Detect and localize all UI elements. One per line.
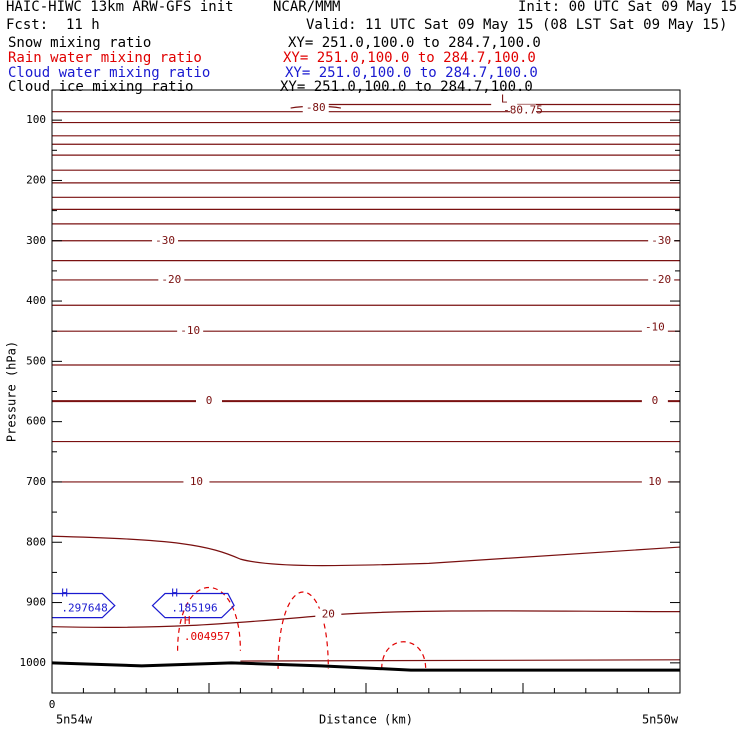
y-tick-label: 300 [26, 234, 46, 247]
cloud-max-label: H [171, 587, 178, 600]
isotherm-label-bg [183, 475, 210, 488]
field-name-rain: Rain water mixing ratio [8, 50, 202, 66]
isotherm-label: 0 [206, 394, 213, 407]
y-tick-label: 700 [26, 475, 46, 488]
isotherm-label-bg [177, 325, 204, 338]
isotherm-line [51, 535, 681, 567]
rain-contour [381, 641, 427, 669]
y-tick-label: 500 [26, 354, 46, 367]
y-tick-label: 600 [26, 415, 46, 428]
rain-max-label: H [184, 614, 191, 627]
isotherm-label-bg [302, 102, 329, 115]
isotherm-lines [51, 103, 681, 662]
field-name-cloud-ice: Cloud ice mixing ratio [8, 79, 194, 95]
isotherm-label: -30 [651, 234, 671, 247]
y-tick-label: 400 [26, 294, 46, 307]
plot-frame [51, 89, 681, 694]
field-xy-snow: XY= 251.0,100.0 to 284.7,100.0 [288, 35, 541, 51]
plot-border [51, 89, 681, 694]
isotherm-label-bg [641, 475, 668, 488]
org-label: NCAR/MMM [273, 0, 341, 15]
isotherm-label-bg [510, 104, 536, 117]
chart-labels: -80 -80.75L -30 -30 -20 -20 -10 -10 0 0 10 10 20 H .00… [5, 93, 679, 727]
rain-contour [177, 586, 241, 651]
isotherm-line [240, 659, 681, 662]
field-xy-cloud-water: XY= 251.0,100.0 to 284.7,100.0 [285, 65, 538, 81]
y-tick-label: 1000 [20, 656, 47, 669]
isotherm-label: -80.75 [503, 104, 543, 117]
isotherm-label-bg [491, 93, 518, 106]
isotherm-label-bg [648, 234, 675, 247]
isotherm-label-bg [641, 395, 668, 408]
isotherm-label-bg [315, 608, 342, 621]
cloud-max-value: .297648 [61, 602, 107, 615]
field-xy-rain: XY= 251.0,100.0 to 284.7,100.0 [283, 50, 536, 66]
rain-max-value: .004957 [184, 630, 230, 643]
isotherm-label: L [501, 93, 508, 106]
x-axis-label: Distance (km) [319, 713, 413, 727]
fcst-value: 11 h [66, 17, 100, 33]
field-name-cloud-water: Cloud water mixing ratio [8, 65, 211, 81]
isotherm-label-bg [196, 395, 222, 408]
cloud-contour [151, 592, 235, 619]
x-left-endpoint: 5n54w [56, 713, 93, 727]
y-axis-label: Pressure (hPa) [5, 341, 19, 442]
y-tick-label: 800 [26, 535, 46, 548]
y-tick-label: 100 [26, 113, 46, 126]
isotherm-label: -20 [651, 273, 671, 286]
model-title: HAIC-HIWC 13km ARW-GFS init [6, 0, 234, 15]
isotherm-label: -20 [161, 273, 181, 286]
isotherm-label-bg [648, 273, 675, 286]
isotherm-label: 10 [190, 475, 203, 488]
y-tick-label: 200 [26, 173, 46, 186]
isotherm-label-bg [152, 234, 179, 247]
isotherm-label: -80 [306, 101, 326, 114]
isotherm-label-bg [158, 273, 185, 286]
cloud-max-value: .185196 [171, 602, 217, 615]
y-tick-label: 900 [26, 596, 46, 609]
isotherm-label: 0 [652, 394, 659, 407]
rain-contours [177, 586, 427, 669]
isotherm-label: -10 [180, 324, 200, 337]
x-start-label: 0 [49, 698, 56, 711]
terrain-line [51, 661, 680, 672]
cloud-max-label: H [61, 587, 68, 600]
field-xy-cloud-ice: XY= 251.0,100.0 to 284.7,100.0 [280, 79, 533, 95]
rain-contour [277, 591, 329, 669]
isotherm-label: -30 [155, 234, 175, 247]
init-time: Init: 00 UTC Sat 09 May 15 [518, 0, 738, 15]
isotherm-label: 10 [648, 475, 661, 488]
terrain-line [51, 661, 680, 672]
x-right-endpoint: 5n50w [642, 713, 679, 727]
isotherm-label: 20 [322, 608, 335, 621]
valid-time: Valid: 11 UTC Sat 09 May 15 (08 LST Sat … [306, 17, 728, 33]
cloud-contour [52, 592, 116, 619]
isotherm-label-bg [641, 321, 668, 334]
cloud-contours [52, 592, 235, 619]
field-name-snow: Snow mixing ratio [8, 35, 152, 51]
isotherm-line [51, 610, 681, 628]
fcst-label: Fcst: [6, 17, 49, 33]
isotherm-label: -10 [645, 321, 665, 334]
